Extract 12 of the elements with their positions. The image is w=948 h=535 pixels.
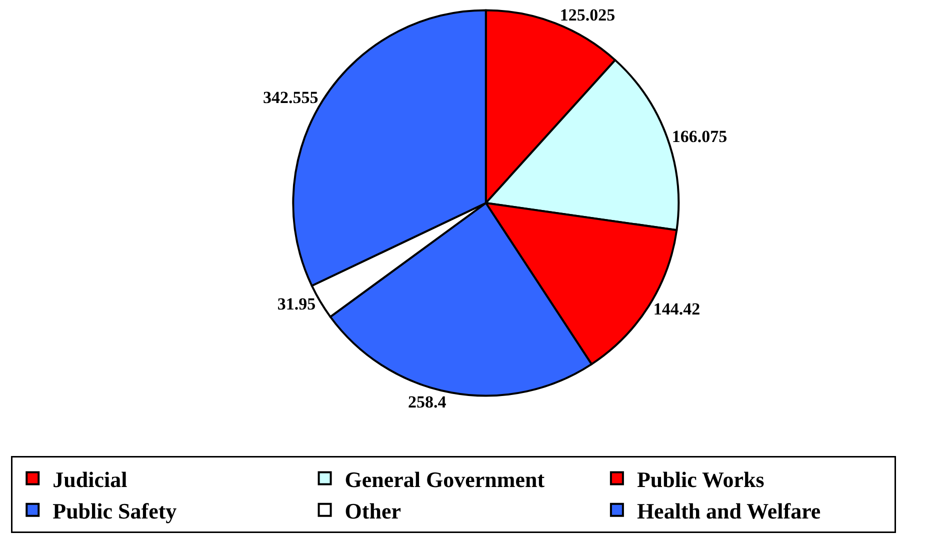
data-label: 31.95: [277, 294, 316, 314]
data-label: 342.555: [262, 88, 318, 107]
legend-label: General Government: [344, 466, 546, 492]
data-label: 166.075: [672, 126, 728, 146]
legend-label: Public Works: [636, 466, 765, 492]
legend-label: Public Safety: [52, 498, 177, 524]
data-label: 258.4: [408, 392, 447, 412]
data-label: 125.025: [560, 5, 616, 24]
legend-label: Health and Welfare: [636, 498, 821, 524]
legend-label: Other: [344, 498, 402, 524]
data-label: 144.42: [653, 300, 700, 319]
legend-label: Judicial: [52, 466, 128, 492]
